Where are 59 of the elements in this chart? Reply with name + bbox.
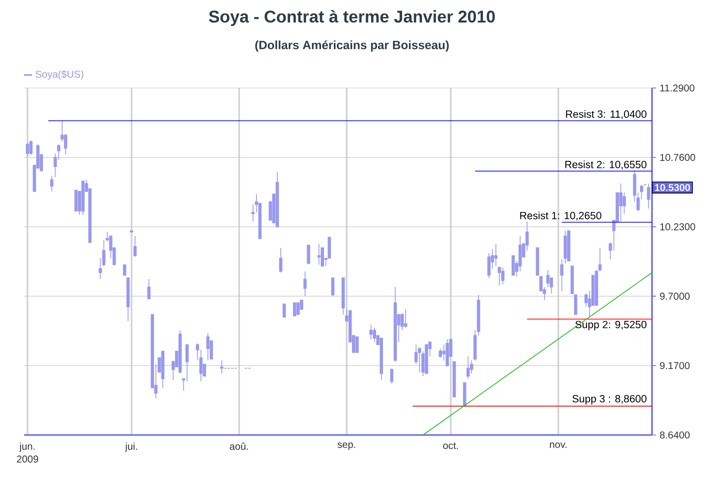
candlestick (404, 308, 408, 328)
candlestick (133, 236, 137, 258)
y-tick-label: 10.7600 (660, 154, 696, 161)
candlestick (342, 277, 345, 315)
candlestick (646, 183, 650, 209)
candlestick (418, 346, 422, 373)
x-tick-label: aoû. (230, 442, 248, 450)
candlestick (372, 327, 376, 342)
candlestick (452, 361, 456, 398)
x-tick-label: jui. (124, 442, 138, 452)
candlestick (279, 247, 282, 274)
candlestick (126, 277, 130, 322)
candlestick (446, 339, 449, 368)
text: 10.5300 (655, 184, 690, 192)
candlestick (369, 324, 373, 340)
y-tick-label: 11.2900 (660, 84, 694, 92)
y-tick-label: 9.1700 (660, 362, 690, 370)
candlestick (512, 255, 515, 276)
candlestick (147, 278, 151, 300)
candlestick (619, 183, 622, 222)
candlestick (303, 270, 307, 297)
candlestick (331, 277, 334, 297)
candlestick (498, 266, 501, 286)
chart-subtitle: (Dollars Américains par Boisseau) (255, 40, 449, 52)
candlestick (466, 356, 470, 380)
candlestick (501, 266, 504, 285)
x-tick-label: jun. (19, 442, 35, 452)
candlestick (50, 175, 54, 192)
annotation: Supp 2: 9,5250 (575, 320, 646, 330)
y-tick-label: 8.6400 (660, 431, 690, 439)
candlestick (494, 243, 498, 266)
annotation: Resist 1: 10,2650 (520, 212, 602, 221)
candlestick (463, 382, 466, 407)
candlestick (26, 142, 30, 156)
annotation: Supp 3 : 8,8600 (572, 395, 646, 404)
candlestick (570, 266, 574, 294)
candlestick (560, 259, 564, 292)
chart-title: Soya - Contrat à terme Janvier 2010 (208, 10, 495, 26)
x-tick-label: sep. (338, 442, 356, 450)
candlestick (317, 243, 321, 266)
legend-label: Soya($US) (36, 70, 84, 80)
text: 2009 (16, 456, 38, 463)
annotation: Resist 3: 11,0400 (566, 110, 646, 120)
x-tick-label: oct. (443, 442, 458, 450)
y-tick-label: 9.7000 (660, 292, 690, 300)
candlestick (390, 368, 394, 384)
x-tick-label: nov. (550, 442, 566, 448)
candlestick (567, 230, 570, 262)
candlestick (394, 286, 397, 362)
candlestick (564, 230, 567, 264)
candlestick (206, 332, 210, 361)
candlestick (282, 304, 286, 318)
annotation: Resist 2: 10,6550 (565, 160, 646, 170)
y-tick-label: 10.2300 (660, 223, 696, 230)
candlestick (438, 348, 442, 358)
candlestick (276, 171, 279, 228)
candlestick (574, 294, 578, 315)
candlestick (220, 360, 224, 374)
candlestick (161, 350, 164, 388)
